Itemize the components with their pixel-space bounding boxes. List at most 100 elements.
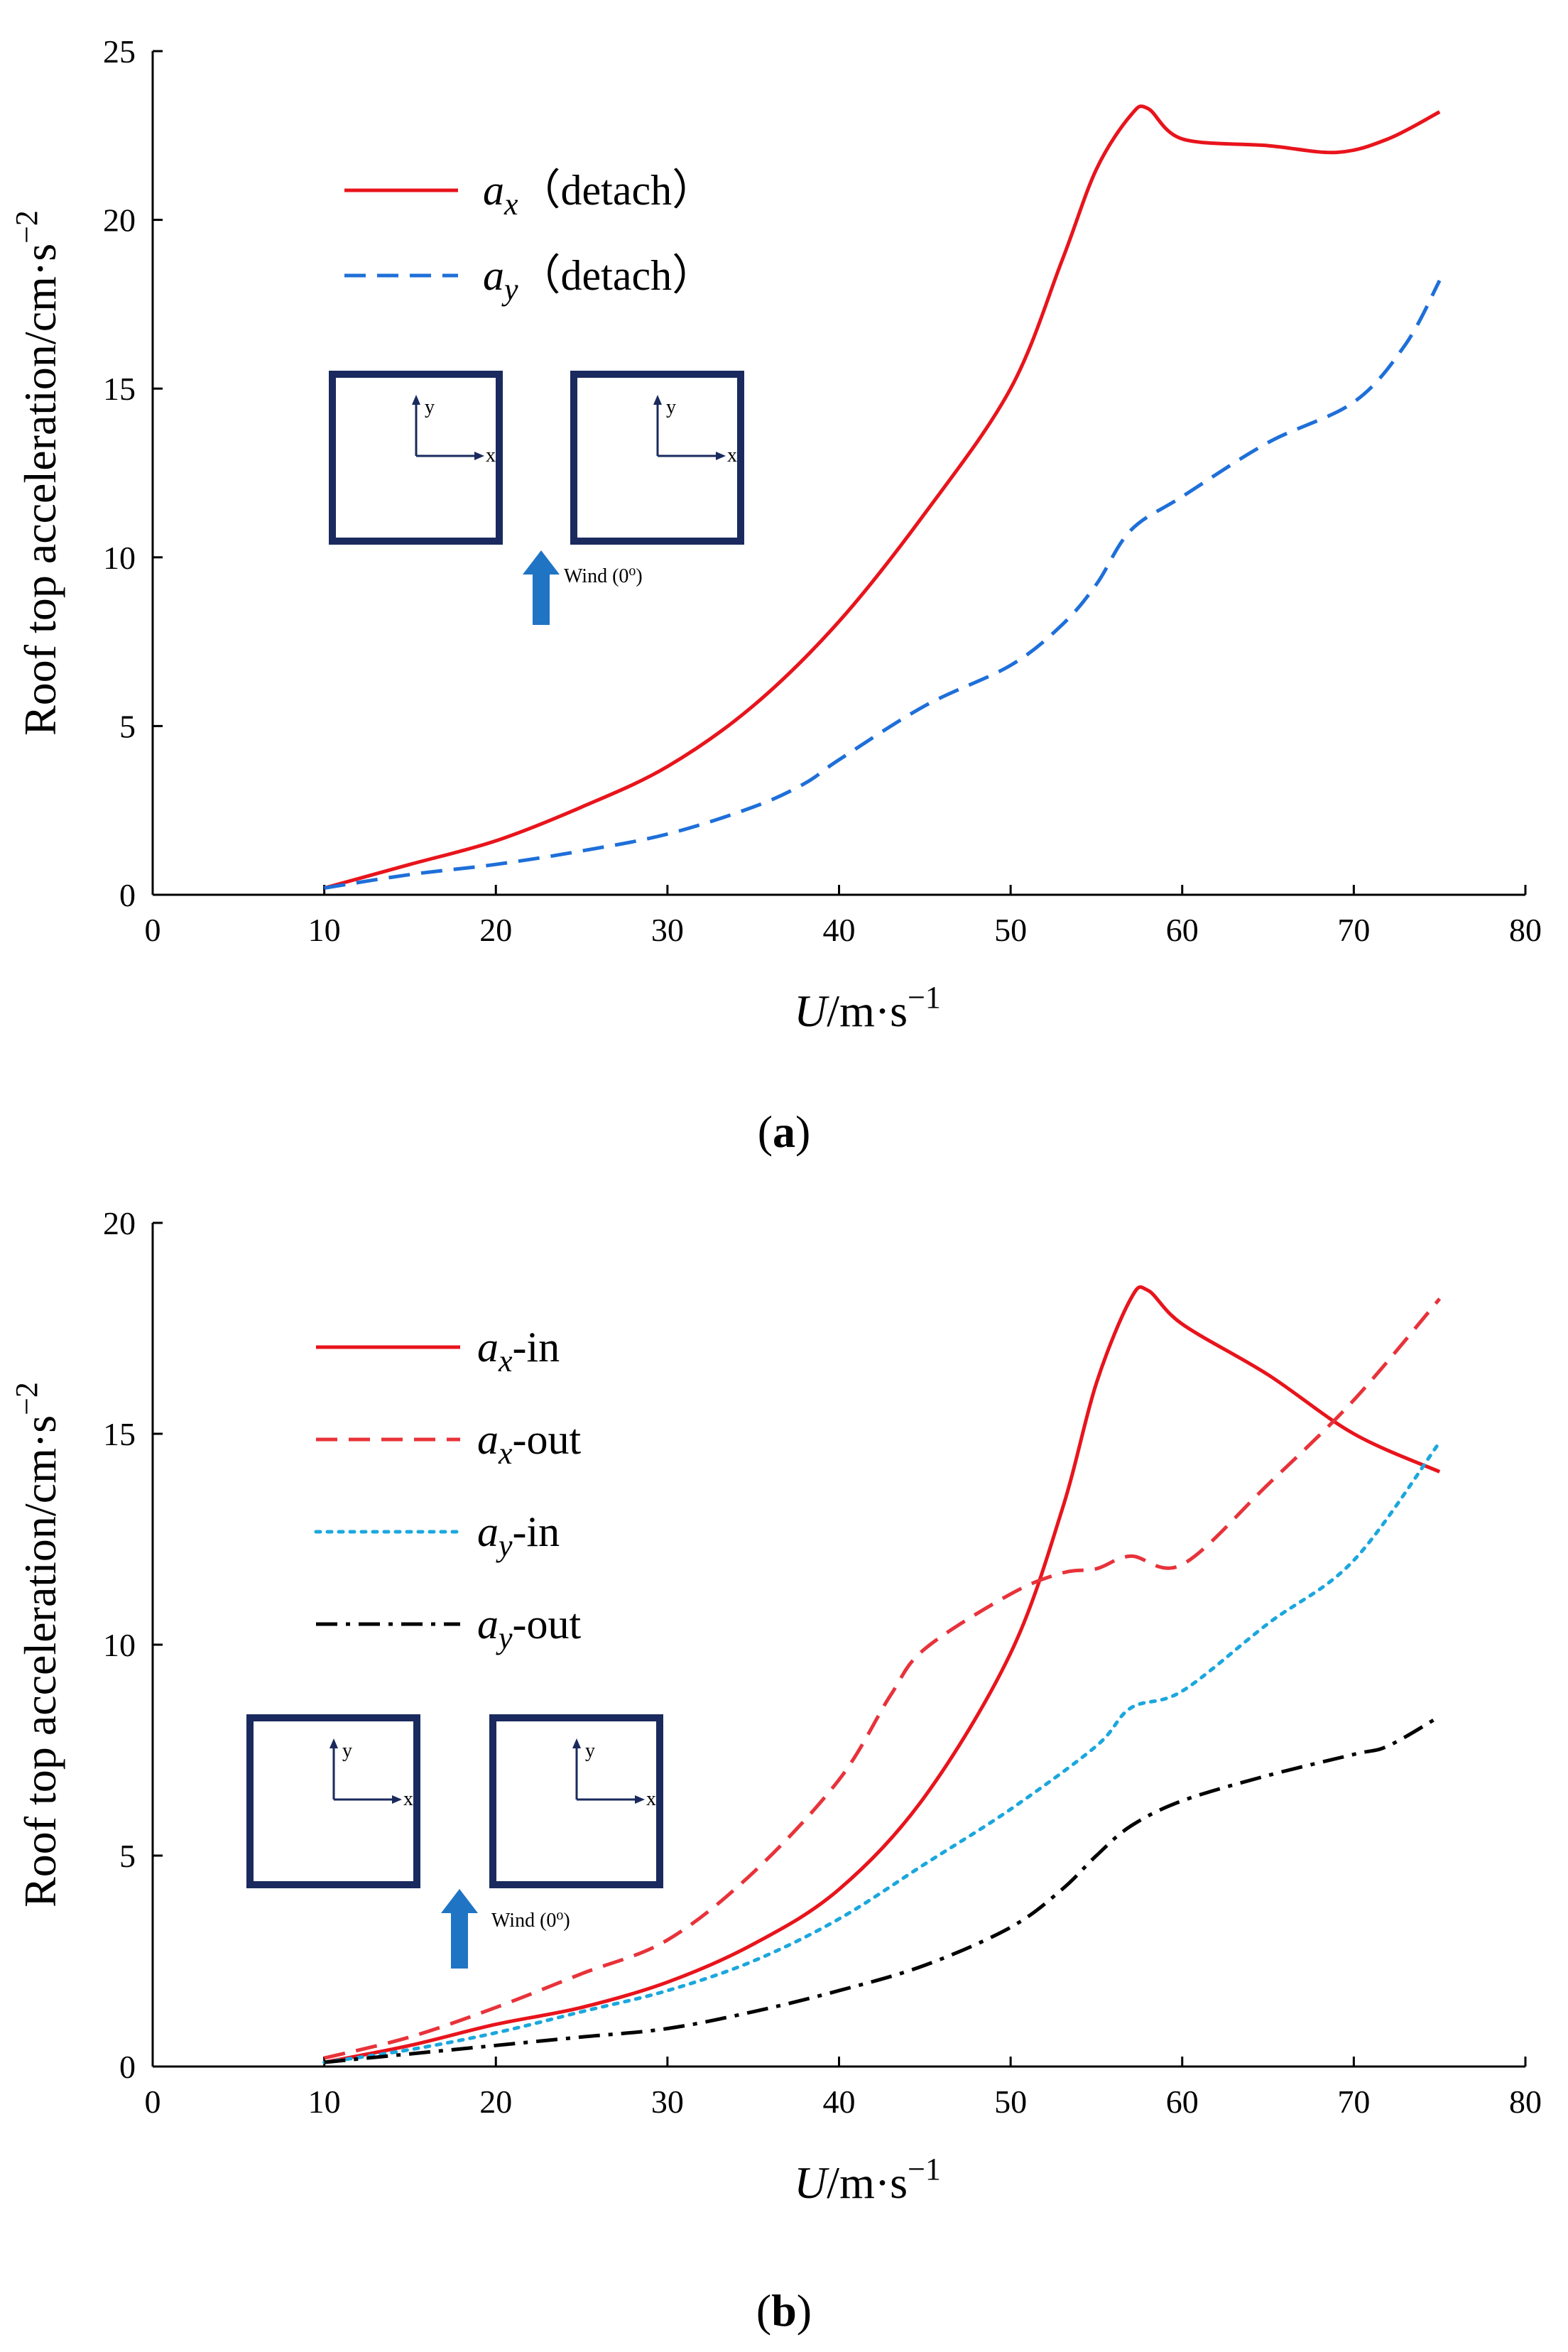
inset-x-arrowhead [474,452,484,460]
panel-label-close: ) [797,2285,812,2336]
series-line-2 [324,279,1442,890]
inset-y-label: y [425,396,435,418]
building-outline-1 [246,1714,420,1888]
x-tick-label: 60 [1166,912,1199,948]
legend-subscript: x [498,1344,513,1378]
y-tick-label: 5 [119,708,136,744]
y-tick-label: 20 [103,1205,136,1241]
x-tick-label: 0 [145,2084,161,2120]
x-tick-label: 50 [994,2084,1027,2120]
wind-arrow-icon [441,1889,478,1969]
wind-label-degree: o [628,563,636,579]
x-axis-label: U/m·s−1 [794,980,941,1036]
legend-label-2: ax-out [477,1416,582,1471]
inset-y-label: y [342,1740,352,1762]
inset-x-label: x [727,445,737,467]
y-tick-label: 0 [119,2049,136,2085]
legend-symbol: a [477,1416,499,1463]
x-tick-label: 70 [1337,912,1370,948]
y-tick-label: 20 [103,202,136,239]
y-tick-label: 10 [103,1627,136,1663]
chart-panel-a: 0 10 20 30 40 50 60 70 80 0 5 10 15 20 25 U/m·s−1 Roof t… [9,33,1542,1157]
x-tick-label: 70 [1337,2084,1370,2120]
x-tick-label: 10 [308,2084,341,2120]
panel-label-open: ( [756,2285,771,2336]
y-axis-label-text: Roof top acceleration/cm·s [15,1415,65,1907]
legend-label-1: ax-in [477,1324,560,1378]
legend-subscript: y [496,1528,513,1563]
series-line-3 [322,1440,1442,2064]
inset-x-arrowhead [716,452,726,460]
legend-subscript: y [501,272,518,307]
wind-label-text: Wind (0 [491,1910,556,1932]
x-tick-label: 30 [651,2084,684,2120]
x-axis-label-unit: /m·s [827,2157,908,2208]
inset-x-arrowhead [635,1795,645,1804]
building-outline-2 [570,371,744,545]
legend-suffix: -out [513,1601,582,1648]
panel-label-letter: b [771,2285,797,2336]
inset-x-label: x [403,1788,413,1810]
wind-label-end: ) [563,1910,570,1932]
y-axis-label: Roof top acceleration/cm·s−2 [9,1382,65,1907]
legend-subscript: x [498,1436,513,1471]
building-outline-1 [329,371,503,545]
inset-y-label: y [585,1740,595,1762]
x-tick-label: 20 [479,912,512,948]
x-tick-label: 60 [1166,2084,1199,2120]
legend-subscript: y [496,1621,513,1655]
y-tick-label: 5 [119,1838,136,1874]
legend-suffix: -in [513,1508,560,1555]
wind-label: Wind (0o) [564,563,643,587]
inset-y-arrowhead [572,1738,581,1748]
y-tick-label: 25 [103,33,136,70]
wind-label-text: Wind (0 [564,565,628,587]
legend-symbol: a [477,1601,499,1648]
x-axis-label-var: U [794,986,829,1036]
inset-y-label: y [666,396,676,418]
legend-label-4: ay-out [477,1601,582,1655]
x-tick-label: 40 [823,2084,856,2120]
x-axis-label-exp: −1 [908,2152,941,2187]
y-tick-label: 15 [103,1416,136,1452]
panel-label: (a) [758,1106,811,1157]
building-outline-2 [489,1714,663,1888]
legend-symbol: a [483,252,504,299]
legend-label-1: ax（detach） [483,167,714,222]
wind-arrow-icon [523,550,560,625]
inset-x-arrowhead [392,1795,402,1804]
wind-label: Wind (0o) [491,1907,570,1932]
wind-label-degree: o [556,1907,563,1923]
x-tick-label: 0 [145,912,161,948]
inset-y-arrowhead [412,395,420,405]
wind-label-end: ) [636,565,642,587]
legend-label-2: ay（detach） [483,252,714,307]
x-axis-label: U/m·s−1 [794,2152,941,2208]
legend-symbol: a [477,1508,499,1555]
series-line-1 [324,1285,1441,2064]
legend-symbol: a [477,1324,499,1371]
x-tick-label: 10 [308,912,341,948]
panel-label-close: ) [795,1106,810,1157]
legend-suffix: -out [513,1416,582,1463]
chart-panel-b: 0 10 20 30 40 50 60 70 80 0 5 10 15 20 U/m·s−1 Roof top… [9,1205,1542,2336]
y-axis-label-exp: −2 [9,210,44,244]
y-tick-label: 15 [103,371,136,407]
x-tick-label: 80 [1509,912,1542,948]
legend-suffix: -in [513,1324,560,1371]
y-tick-label: 0 [119,877,136,913]
series-line-2 [324,1297,1442,2060]
y-axis-label: Roof top acceleration/cm·s−2 [9,210,65,736]
x-axis-label-unit: /m·s [827,986,908,1036]
y-axis-label-text: Roof top acceleration/cm·s [15,244,65,736]
y-axis-label-exp: −2 [9,1382,44,1415]
panel-label-open: ( [758,1106,773,1157]
x-tick-label: 40 [823,912,856,948]
inset-y-arrowhead [653,395,662,405]
x-axis-label-exp: −1 [908,980,941,1015]
legend-suffix: （detach） [518,252,715,299]
x-tick-label: 80 [1509,2084,1542,2120]
series-line-1 [323,104,1441,890]
legend-subscript: x [503,187,518,222]
